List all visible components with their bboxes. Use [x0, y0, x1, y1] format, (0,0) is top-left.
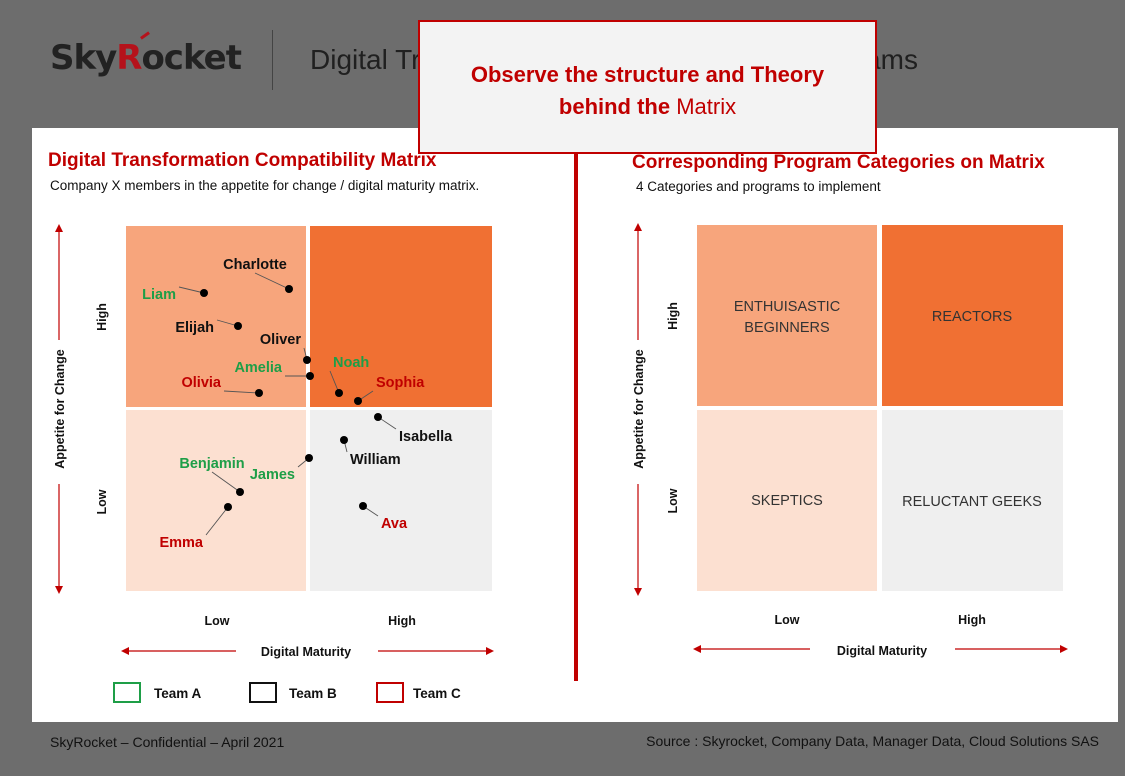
category-enthusiastic-beginners-line2: BEGINNERS — [744, 320, 829, 336]
header-divider — [272, 30, 273, 90]
point-sophia — [354, 397, 362, 405]
point-label-benjamin: Benjamin — [179, 456, 244, 472]
right-panel-subtitle: 4 Categories and programs to implement — [636, 179, 881, 194]
category-skeptics: SKEPTICS — [751, 493, 823, 509]
point-noah — [335, 389, 343, 397]
leader-line-benjamin — [211, 471, 241, 493]
point-label-noah: Noah — [333, 355, 369, 371]
scatter-points: Charlotte Liam Elijah Oliver Amelia Noah Olivi… — [142, 257, 453, 551]
point-liam — [200, 289, 208, 297]
point-amelia — [306, 372, 314, 380]
right-y-tick-low: Low — [666, 488, 680, 513]
left-x-axis-label: Digital Maturity — [261, 645, 351, 659]
point-label-oliver: Oliver — [260, 332, 301, 348]
point-label-william: William — [350, 452, 401, 468]
legend-label-team-a: Team A — [154, 686, 202, 701]
point-label-liam: Liam — [142, 287, 176, 303]
right-x-tick-low: Low — [775, 613, 800, 627]
point-label-elijah: Elijah — [175, 320, 214, 336]
right-y-tick-high: High — [666, 302, 680, 330]
left-y-axis-label: Appetite for Change — [53, 349, 67, 468]
left-y-tick-low: Low — [95, 489, 109, 514]
right-x-axis-label: Digital Maturity — [837, 644, 927, 658]
point-label-ava: Ava — [381, 516, 408, 532]
right-quadrant-bottom-right — [882, 410, 1063, 591]
point-emma — [224, 503, 232, 511]
category-reactors: REACTORS — [932, 309, 1012, 325]
legend-swatch-team-b — [249, 682, 277, 703]
legend-swatch-team-a — [113, 682, 141, 703]
left-x-tick-high: High — [388, 614, 416, 628]
point-benjamin — [236, 488, 244, 496]
left-quadrant-top-left — [126, 226, 306, 407]
footer-confidential: SkyRocket – Confidential – April 2021 — [50, 734, 285, 750]
popup-line-1: Observe the structure and Theory — [470, 62, 825, 87]
left-y-tick-high: High — [95, 303, 109, 331]
right-quadrant-top-right — [882, 225, 1063, 406]
right-x-tick-high: High — [958, 613, 986, 627]
left-panel-subtitle: Company X members in the appetite for ch… — [50, 178, 480, 193]
leader-line-olivia — [223, 390, 260, 394]
point-label-charlotte: Charlotte — [223, 257, 287, 273]
leader-line-emma — [205, 506, 229, 536]
right-quadrant-bottom-left — [697, 410, 877, 591]
point-label-isabella: Isabella — [399, 429, 453, 445]
leader-line-liam — [178, 286, 205, 294]
point-label-olivia: Olivia — [182, 375, 222, 391]
left-x-tick-low: Low — [205, 614, 230, 628]
point-elijah — [234, 322, 242, 330]
right-panel-title: Corresponding Program Categories on Matr… — [632, 152, 1045, 173]
left-panel-title: Digital Transformation Compatibility Mat… — [48, 150, 437, 171]
popup-line-2-bold: behind the — [558, 94, 677, 119]
point-label-james: James — [250, 467, 295, 483]
category-reluctant-geeks: RELUCTANT GEEKS — [902, 494, 1042, 510]
point-oliver — [303, 356, 311, 364]
legend-label-team-b: Team B — [289, 686, 337, 701]
footer-source: Source : Skyrocket, Company Data, Manage… — [646, 733, 1099, 749]
point-label-amelia: Amelia — [234, 360, 282, 376]
popup-line-2-light: Matrix — [676, 94, 737, 119]
point-label-sophia: Sophia — [376, 375, 425, 391]
point-label-emma: Emma — [159, 535, 203, 551]
center-divider — [574, 150, 578, 681]
info-popup[interactable]: Observe the structure and Theory behind … — [418, 20, 877, 154]
point-ava — [359, 502, 367, 510]
point-william — [340, 436, 348, 444]
legend-label-team-c: Team C — [413, 686, 461, 701]
point-isabella — [374, 413, 382, 421]
left-quadrant-top-right — [310, 226, 492, 407]
skyrocket-logo: SkyRocket — [50, 38, 242, 78]
point-charlotte — [285, 285, 293, 293]
legend-swatch-team-c — [376, 682, 404, 703]
left-quadrant-bottom-left — [126, 410, 306, 591]
leader-line-charlotte — [254, 272, 290, 290]
category-enthusiastic-beginners-line1: ENTHUISASTIC — [734, 299, 840, 315]
right-quadrant-top-left — [697, 225, 877, 406]
right-y-axis-label: Appetite for Change — [632, 349, 646, 468]
point-james — [305, 454, 313, 462]
point-olivia — [255, 389, 263, 397]
